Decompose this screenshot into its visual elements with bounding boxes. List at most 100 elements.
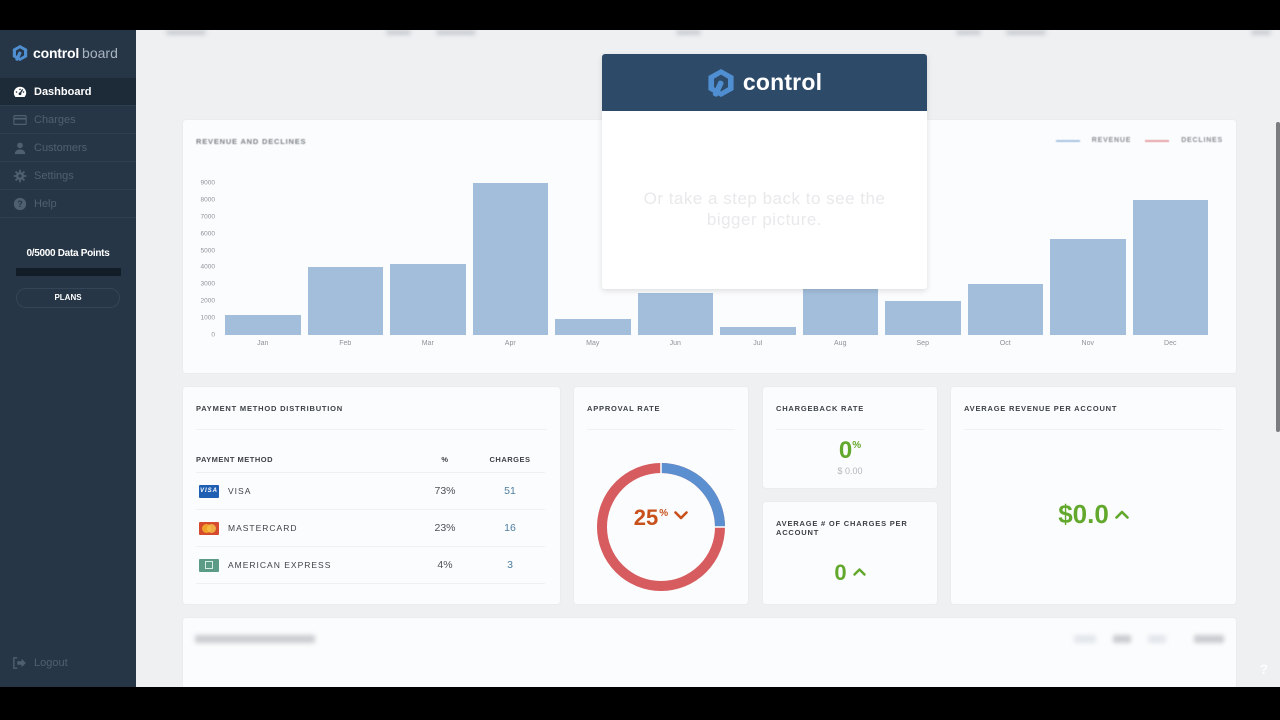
- trend-down-chevron-icon: [674, 509, 688, 523]
- y-tick-label: 1000: [200, 314, 215, 322]
- avg-revenue-value: $0.0: [951, 499, 1236, 530]
- page-scrollbar[interactable]: [1276, 122, 1280, 432]
- logout-link[interactable]: Logout: [12, 657, 68, 669]
- payment-charges: 51: [504, 485, 516, 497]
- dashboard-gauge-icon: [12, 85, 28, 99]
- approval-donut-chart: [597, 463, 725, 591]
- letterbox-top: [0, 0, 1280, 30]
- sidebar-item-help[interactable]: ? Help: [0, 190, 136, 218]
- chargeback-amount: $ 0.00: [837, 466, 863, 476]
- card-title: APPROVAL RATE: [587, 404, 661, 413]
- app-frame: control board Dashboard Charges Custo: [0, 30, 1280, 687]
- blurred-control: [1113, 635, 1131, 643]
- payment-table-header: PAYMENT METHOD % CHARGES: [196, 447, 545, 473]
- modal-brand: control: [742, 69, 823, 95]
- sign-out-icon: [13, 657, 26, 669]
- revenue-bar-may[interactable]: [555, 318, 631, 335]
- divider: [196, 429, 547, 430]
- y-tick-label: 9000: [200, 179, 215, 187]
- payment-percent: 23%: [434, 522, 456, 534]
- revenue-bar-aug[interactable]: [802, 287, 878, 335]
- avg-revenue-number: $0.0: [1058, 499, 1109, 529]
- sidebar-item-settings[interactable]: Settings: [0, 162, 136, 190]
- american-express-icon: [199, 558, 219, 572]
- x-tick-label: Aug: [834, 340, 847, 347]
- sidebar-item-customers[interactable]: Customers: [0, 134, 136, 162]
- revenue-bar-feb[interactable]: [307, 267, 383, 335]
- legend-swatch-declines: [1145, 139, 1170, 142]
- sidebar-item-charges[interactable]: Charges: [0, 106, 136, 134]
- revenue-bar-dec[interactable]: [1132, 199, 1208, 335]
- data-points-usage: 0/5000 Data Points: [26, 248, 110, 259]
- card-title: PAYMENT METHOD DISTRIBUTION: [196, 404, 344, 413]
- mastercard-icon: [199, 521, 219, 535]
- approval-rate-card: APPROVAL RATE 25%: [574, 387, 748, 604]
- payment-method-card: PAYMENT METHOD DISTRIBUTION PAYMENT METH…: [183, 387, 560, 604]
- card-title: AVERAGE # OF CHARGES PER ACCOUNT: [776, 519, 908, 537]
- payment-method-name: AMERICAN EXPRESS: [228, 560, 332, 570]
- divider: [776, 429, 924, 430]
- payment-percent: 4%: [437, 559, 453, 571]
- payment-charges: 16: [504, 522, 516, 534]
- x-tick-label: Oct: [999, 340, 1011, 347]
- revenue-bar-jan[interactable]: [225, 314, 301, 335]
- modal-message: Or take a step back to see the bigger pi…: [643, 189, 886, 229]
- divider: [587, 429, 735, 430]
- revenue-bar-sep[interactable]: [885, 301, 961, 335]
- header-charges: CHARGES: [489, 455, 531, 464]
- x-tick-label: Dec: [1164, 340, 1177, 347]
- revenue-bar-mar[interactable]: [390, 264, 466, 335]
- x-tick-label: Mar: [421, 340, 434, 347]
- y-tick-label: 4000: [200, 263, 215, 271]
- help-question-icon[interactable]: ?: [1259, 661, 1268, 677]
- brand[interactable]: control board: [0, 30, 136, 75]
- legend-label-declines[interactable]: DECLINES: [1181, 137, 1223, 144]
- sidebar-item-dashboard[interactable]: Dashboard: [0, 78, 136, 106]
- revenue-bar-jun[interactable]: [637, 292, 713, 335]
- sidebar-item-label: Help: [34, 197, 57, 210]
- chargeback-unit: %: [852, 440, 862, 451]
- card-title: CHARGEBACK RATE: [776, 404, 865, 413]
- x-tick-label: Nov: [1081, 340, 1094, 347]
- logout-label: Logout: [34, 657, 68, 669]
- blurred-control: [1194, 635, 1224, 643]
- plans-button[interactable]: PLANS: [16, 288, 120, 308]
- sidebar-item-label: Charges: [34, 113, 76, 126]
- y-tick-label: 6000: [200, 230, 215, 238]
- data-points-progress-bar: [15, 268, 121, 276]
- chart-y-axis: 0 1000 2000 3000 4000 5000 6000 7000 8000 9000: [195, 179, 215, 339]
- x-tick-label: May: [586, 340, 600, 347]
- payment-percent: 73%: [434, 485, 456, 497]
- sidebar-item-label: Customers: [34, 141, 88, 154]
- avg-charges-value: 0: [763, 560, 937, 586]
- divider: [964, 429, 1223, 430]
- modal-header: control: [602, 54, 927, 111]
- sidebar-item-label: Dashboard: [34, 85, 92, 98]
- revenue-bar-nov[interactable]: [1050, 238, 1126, 335]
- revenue-bar-jul[interactable]: [720, 326, 796, 335]
- payment-method-name: VISA: [228, 486, 252, 496]
- legend-label-revenue[interactable]: REVENUE: [1091, 137, 1132, 144]
- y-tick-label: 0: [211, 331, 215, 339]
- approval-number: 25: [633, 505, 659, 530]
- blurred-title: [195, 635, 315, 643]
- x-tick-label: Sep: [916, 340, 929, 347]
- revenue-bar-oct[interactable]: [967, 284, 1043, 335]
- intro-modal[interactable]: control Or take a step back to see the b…: [602, 54, 927, 289]
- svg-text:?: ?: [17, 199, 22, 209]
- revenue-bar-apr[interactable]: [472, 183, 548, 335]
- legend-swatch-revenue: [1055, 139, 1080, 142]
- y-tick-label: 8000: [200, 196, 215, 204]
- visa-card-icon: VISA: [199, 484, 219, 498]
- blurred-control: [1148, 635, 1166, 643]
- table-row: MASTERCARD 23% 16: [196, 510, 545, 547]
- chart-legend: REVENUE DECLINES: [1055, 137, 1223, 144]
- y-tick-label: 2000: [200, 297, 215, 305]
- payment-charges: 3: [507, 559, 513, 571]
- chart-plot-area: [223, 183, 1213, 335]
- table-row: VISA VISA 73% 51: [196, 473, 545, 510]
- gear-icon: [12, 169, 28, 183]
- chargeback-rate-value: 0%: [763, 437, 937, 465]
- credit-card-icon: [12, 113, 28, 127]
- avg-charges-number: 0: [834, 560, 847, 585]
